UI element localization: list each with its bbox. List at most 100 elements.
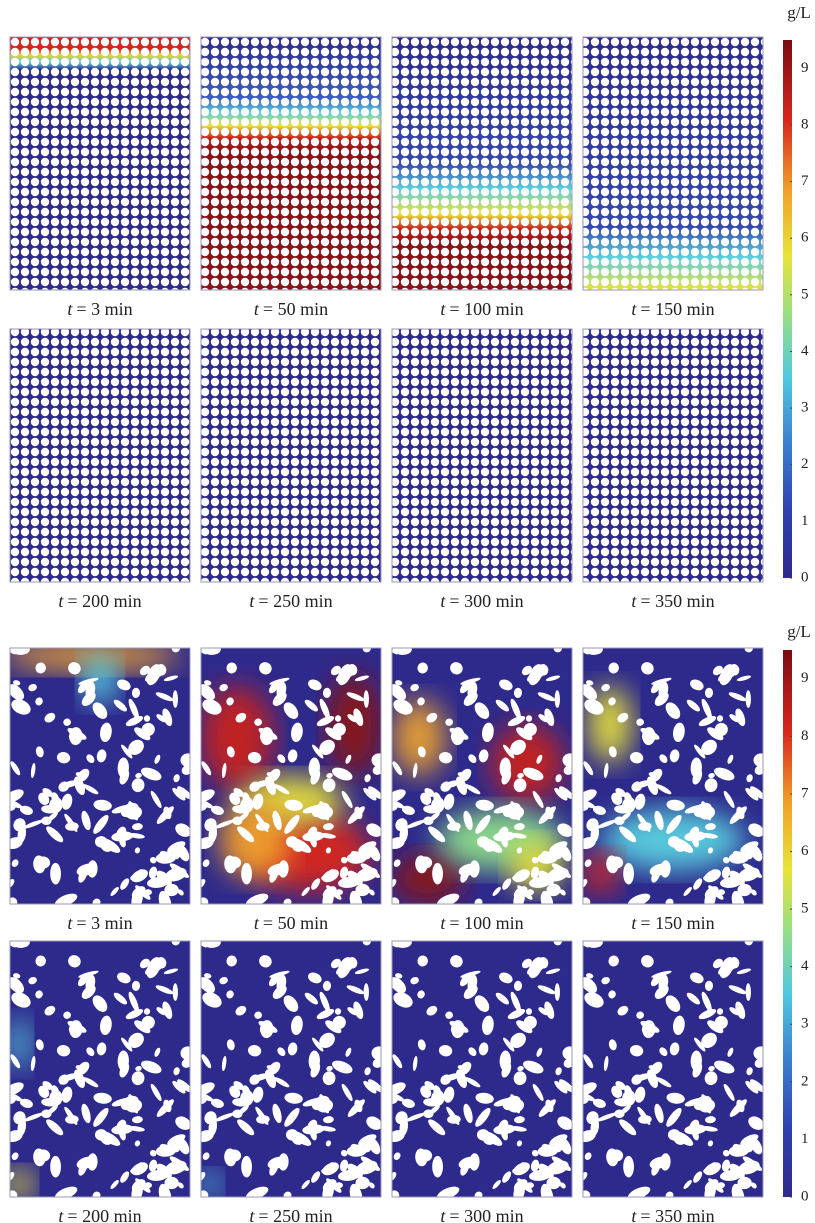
colorbar-tick-label: 2 — [801, 1073, 809, 1089]
panel — [573, 641, 769, 915]
panel — [201, 329, 381, 582]
colorbar-tick-label: 9 — [801, 670, 809, 686]
panel — [10, 37, 190, 290]
colorbar-tick-label: 1 — [801, 513, 809, 529]
colorbar-tick-label: 4 — [801, 958, 809, 974]
time-variable: t — [67, 299, 73, 319]
panel — [0, 640, 196, 914]
pore — [623, 863, 634, 885]
panel — [583, 37, 763, 290]
panel-caption: t= 250 min — [249, 591, 332, 611]
panel-caption: t= 350 min — [631, 1206, 714, 1223]
panel-caption: t= 250 min — [249, 1206, 332, 1223]
time-label: = 150 min — [640, 299, 714, 319]
panel-field — [191, 641, 387, 915]
pore — [318, 1096, 327, 1109]
panel-caption: t= 100 min — [440, 913, 523, 933]
colorbar-tick-label: 4 — [801, 343, 809, 359]
colorbar — [783, 650, 792, 1197]
time-variable: t — [249, 591, 255, 611]
panel-field — [191, 934, 387, 1208]
colorbar-tick-label: 8 — [801, 728, 809, 744]
panel-field — [10, 37, 190, 290]
panel-field — [392, 329, 572, 582]
panel-caption: t= 100 min — [440, 299, 523, 319]
panel-field — [573, 641, 769, 915]
colorbar-tick-label: 3 — [801, 1016, 809, 1032]
time-label: = 250 min — [258, 1206, 332, 1223]
pore — [700, 1096, 709, 1109]
time-variable: t — [440, 299, 446, 319]
particle-grid — [583, 37, 763, 290]
time-label: = 300 min — [449, 1206, 523, 1223]
panel-field — [0, 934, 196, 1208]
time-variable: t — [254, 913, 260, 933]
panel-caption: t= 350 min — [631, 591, 714, 611]
figure: t= 3 mint= 50 mint= 100 mint= 150 mint= … — [0, 0, 815, 1223]
panel-field — [382, 641, 578, 915]
panel-field — [201, 37, 381, 290]
time-variable: t — [440, 913, 446, 933]
time-label: = 150 min — [640, 913, 714, 933]
time-variable: t — [631, 299, 637, 319]
particle-grid — [392, 329, 572, 582]
colorbar-tick-label: 5 — [801, 901, 809, 917]
colorbar-unit: g/L — [787, 622, 811, 641]
plume — [5, 1169, 34, 1200]
panel — [392, 329, 572, 582]
colorbar-tick-label: 7 — [801, 785, 809, 801]
panel-caption: t= 3 min — [67, 913, 132, 933]
pore — [50, 1156, 61, 1178]
particle-grid — [201, 329, 381, 582]
panel-field — [392, 37, 572, 290]
time-label: = 250 min — [258, 591, 332, 611]
time-label: = 100 min — [449, 913, 523, 933]
panel-field — [10, 329, 190, 582]
panel — [382, 934, 578, 1208]
colorbar-tick-label: 2 — [801, 456, 809, 472]
time-variable: t — [631, 591, 637, 611]
panel-field — [573, 934, 769, 1208]
pore — [700, 803, 709, 816]
colorbar-tick-label: 9 — [801, 60, 809, 76]
panel — [191, 641, 387, 915]
time-label: = 50 min — [263, 299, 328, 319]
pore — [127, 1096, 136, 1109]
panel-caption: t= 300 min — [440, 1206, 523, 1223]
pore — [50, 863, 61, 885]
pore — [623, 1156, 634, 1178]
time-label: = 100 min — [449, 299, 523, 319]
panel-caption: t= 50 min — [254, 913, 328, 933]
panel — [392, 37, 572, 290]
particle-grid — [392, 37, 572, 290]
panel-field — [382, 934, 578, 1208]
time-variable: t — [440, 591, 446, 611]
panel-field — [0, 640, 196, 914]
panel — [573, 934, 769, 1208]
colorbar-tick-label: 7 — [801, 173, 809, 189]
panel-caption: t= 200 min — [58, 591, 141, 611]
panel-caption: t= 150 min — [631, 299, 714, 319]
time-label: = 3 min — [76, 299, 132, 319]
time-label: = 50 min — [263, 913, 328, 933]
panel-caption: t= 300 min — [440, 591, 523, 611]
time-variable: t — [254, 299, 260, 319]
plume — [8, 1018, 30, 1069]
colorbar-tick-label: 0 — [801, 1188, 809, 1204]
particle-grid — [201, 37, 381, 290]
pore — [318, 803, 327, 816]
panel — [201, 37, 381, 290]
colorbar-tick-label: 6 — [801, 843, 809, 859]
time-label: = 350 min — [640, 1206, 714, 1223]
panel — [0, 934, 196, 1208]
time-variable: t — [249, 1206, 255, 1223]
panel — [382, 641, 578, 915]
colorbar-tick-label: 1 — [801, 1131, 809, 1147]
particle-grid — [10, 37, 190, 290]
panel-field — [201, 329, 381, 582]
colorbar-tick-label: 5 — [801, 286, 809, 302]
time-variable: t — [58, 591, 64, 611]
panel-caption: t= 50 min — [254, 299, 328, 319]
panel-field — [583, 37, 763, 290]
time-variable: t — [440, 1206, 446, 1223]
